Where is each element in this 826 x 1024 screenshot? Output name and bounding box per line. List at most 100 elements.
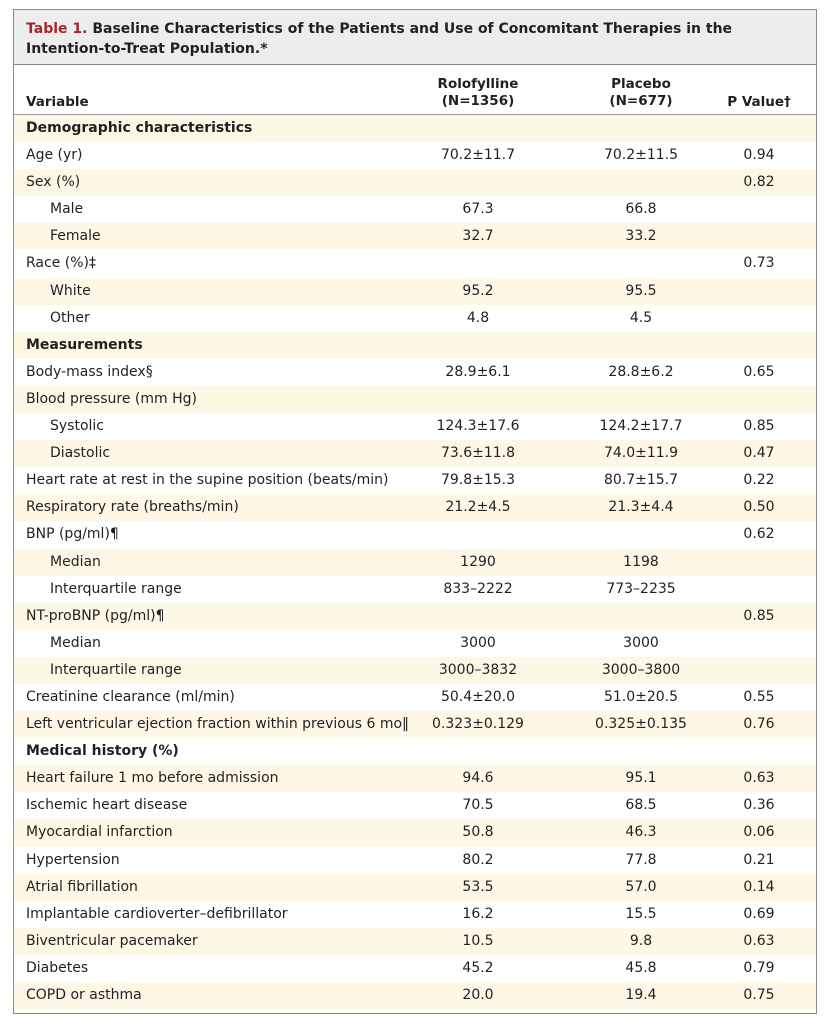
row-label: Implantable cardioverter–defibrillator [26,905,288,922]
p-value: 0.76 [743,716,775,733]
table-row: White 95.2 95.5 [14,277,816,305]
rolofylline-value: 95.2 [462,282,494,299]
placebo-value: 80.7±15.7 [603,472,679,489]
table-row: Implantable cardioverter–defibrillator 16… [14,901,816,928]
section-header-row: Medical history (%) [14,738,816,765]
placebo-value: 66.8 [625,201,657,218]
table-row: COPD or asthma 20.0 19.4 0.75 [14,982,816,1010]
table-row: Median 3000 3000 [14,630,816,657]
rolofylline-value: 10.5 [462,932,494,949]
row-label: Ischemic heart disease [26,797,188,814]
p-value: 0.06 [743,824,775,841]
placebo-value: 15.5 [625,905,657,922]
row-label: Race (%)‡ [26,255,96,272]
p-value: 0.63 [743,932,775,949]
placebo-value: 46.3 [625,824,657,841]
table-row: Hypertension 80.2 77.8 0.21 [14,847,816,874]
row-label: Sex (%) [26,174,81,191]
table-row: Race (%)‡ 0.73 [14,250,816,277]
p-value: 0.79 [743,959,775,976]
placebo-value: 773–2235 [606,580,676,597]
row-label: Body-mass index§ [26,363,153,380]
table-row: Age (yr) 70.2±11.7 70.2±11.5 0.94 [14,142,816,169]
table-row: NT-proBNP (pg/ml)¶ 0.85 [14,602,816,630]
row-label: Creatinine clearance (ml/min) [26,688,235,705]
p-value: 0.22 [743,472,775,489]
placebo-value: 51.0±20.5 [603,688,679,705]
table-row: Interquartile range 3000–3832 3000–3800 [14,656,816,684]
table-number: Table 1. [26,21,88,37]
p-value: 0.69 [743,905,775,922]
p-value: 0.82 [743,174,775,191]
rolofylline-value: 3000–3832 [438,661,518,678]
placebo-value: 95.1 [625,770,657,787]
row-label: Atrial fibrillation [26,878,138,895]
table-row: Heart failure 1 mo before admission 94.6 9… [14,765,816,793]
table-row: Blood pressure (mm Hg) [14,385,816,414]
rolofylline-value: 32.7 [462,228,494,245]
table-title: Table 1. Baseline Characteristics of the… [14,10,816,65]
table-row: Other 4.8 4.5 [14,305,816,332]
table-row: Ischemic heart disease 70.5 68.5 0.36 [14,792,816,819]
header-p-value: P Value† [727,94,791,110]
p-value: 0.36 [743,797,775,814]
placebo-value: 21.3±4.4 [608,499,674,516]
row-label: Diabetes [26,959,89,976]
p-value: 0.94 [743,147,775,164]
p-value: 0.85 [743,607,775,624]
rolofylline-value: 4.8 [466,309,490,326]
p-value: 0.85 [743,418,775,435]
row-label: Other [50,309,90,326]
row-label: Interquartile range [50,661,182,678]
table-row: BNP (pg/ml)¶ 0.62 [14,521,816,548]
rolofylline-value: 70.5 [462,797,494,814]
table-header: Variable Rolofylline (N=1356) Placebo (N… [14,65,816,115]
header-rolofylline-name: Rolofylline [437,76,519,92]
p-value: 0.50 [743,499,775,516]
row-label: Biventricular pacemaker [26,932,198,949]
rolofylline-value: 3000 [460,634,496,651]
p-value: 0.65 [743,363,775,380]
placebo-value: 33.2 [625,228,657,245]
rolofylline-value: 20.0 [462,987,494,1003]
row-label: Left ventricular ejection fraction withi… [26,716,410,733]
rolofylline-value: 73.6±11.8 [440,445,516,462]
row-label: BNP (pg/ml)¶ [26,526,119,543]
row-label: Blood pressure (mm Hg) [26,390,197,407]
p-value: 0.63 [743,770,775,787]
rolofylline-value: 80.2 [462,851,494,868]
p-value: 0.14 [743,878,775,895]
placebo-value: 28.8±6.2 [608,363,674,380]
rolofylline-value: 70.2±11.7 [440,147,516,164]
header-rolofylline-n: (N=1356) [441,93,515,109]
row-label: Measurements [26,336,143,353]
rolofylline-value: 94.6 [462,770,494,787]
row-label: Demographic characteristics [26,120,253,136]
placebo-value: 3000 [623,634,659,651]
table-body: Demographic characteristics Age (yr) 70.2±… [14,115,816,1010]
header-placebo-name: Placebo [611,76,671,92]
row-label: Interquartile range [50,580,182,597]
row-label: Median [50,634,101,651]
rolofylline-value: 67.3 [462,201,494,218]
rolofylline-value: 53.5 [462,878,494,895]
placebo-value: 3000–3800 [601,661,681,678]
placebo-value: 68.5 [625,797,657,814]
rolofylline-value: 16.2 [462,905,494,922]
table-caption: Baseline Characteristics of the Patients… [26,21,733,57]
placebo-value: 57.0 [625,878,657,895]
row-label: Respiratory rate (breaths/min) [26,499,239,516]
row-label: Hypertension [26,851,120,868]
rolofylline-value: 45.2 [462,959,494,976]
table-row: Interquartile range 833–2222 773–2235 [14,576,816,603]
header-variable: Variable [26,94,89,110]
table-row: Respiratory rate (breaths/min) 21.2±4.5 21… [14,494,816,522]
section-header-row: Measurements [14,331,816,359]
row-label: Medical history (%) [26,743,179,760]
table-row: Left ventricular ejection fraction withi… [14,711,816,739]
row-label: Heart failure 1 mo before admission [26,770,279,787]
row-label: Systolic [50,418,104,435]
row-label: COPD or asthma [26,987,142,1003]
table-row: Diastolic 73.6±11.8 74.0±11.9 0.47 [14,440,816,468]
placebo-value: 45.8 [625,959,657,976]
